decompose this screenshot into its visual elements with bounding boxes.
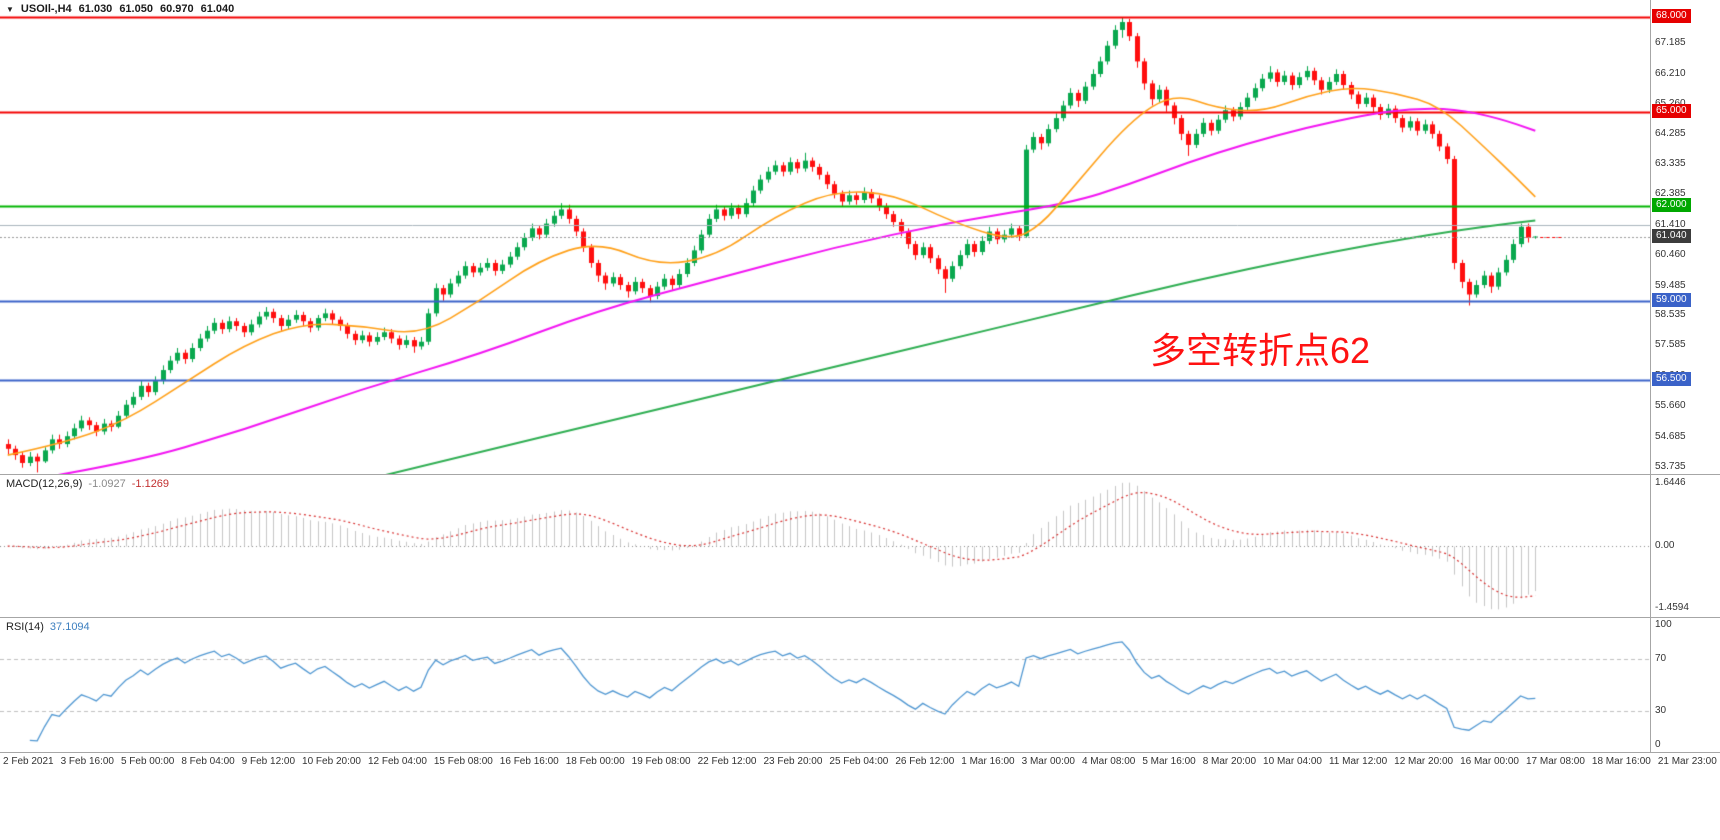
axis-label: 67.185 xyxy=(1655,36,1686,48)
axis-label: 100 xyxy=(1655,619,1672,630)
date-label: 19 Feb 08:00 xyxy=(631,756,691,767)
date-label: 12 Mar 20:00 xyxy=(1394,756,1454,767)
ohlc-open: 61.030 xyxy=(78,3,113,15)
axis-price-badge: 61.040 xyxy=(1652,228,1691,243)
macd-main-value: -1.0927 xyxy=(88,478,126,490)
axis-price-badge: 56.500 xyxy=(1652,371,1691,386)
macd-name: MACD(12,26,9) xyxy=(6,478,83,490)
macd-panel: MACD(12,26,9) -1.0927 -1.1269 1.6446 0.00… xyxy=(0,475,1720,618)
date-label: 3 Feb 16:00 xyxy=(60,756,114,767)
axis-label: 30 xyxy=(1655,704,1667,716)
axis-label: 60.460 xyxy=(1655,248,1686,260)
macd-label: MACD(12,26,9) -1.0927 -1.1269 xyxy=(6,478,169,490)
axis-label: 66.210 xyxy=(1655,67,1686,79)
rsi-name: RSI(14) xyxy=(6,621,44,633)
axis-label: 70 xyxy=(1655,653,1667,665)
date-label: 5 Feb 00:00 xyxy=(120,756,175,767)
date-label: 22 Feb 12:00 xyxy=(697,756,757,767)
macd-canvas[interactable] xyxy=(0,475,1650,617)
ohlc-low: 60.970 xyxy=(159,3,194,15)
chart-title: ▼ USOIl-,H4 61.030 61.050 60.970 61.040 xyxy=(6,3,234,15)
date-label: 25 Feb 04:00 xyxy=(829,756,889,767)
axis-price-badge: 62.000 xyxy=(1652,198,1691,213)
axis-label: 1.6446 xyxy=(1655,477,1686,488)
date-label: 11 Mar 12:00 xyxy=(1328,756,1388,767)
date-label: 26 Feb 12:00 xyxy=(895,756,955,767)
date-label: 9 Feb 12:00 xyxy=(241,756,296,767)
axis-divider xyxy=(1650,0,1651,753)
axis-label: 54.685 xyxy=(1655,430,1686,442)
date-label: 10 Mar 04:00 xyxy=(1263,756,1322,767)
axis-label: 57.585 xyxy=(1655,339,1686,351)
macd-axis[interactable]: 1.6446 0.00 -1.4594 xyxy=(1650,475,1720,617)
axis-label: 0.00 xyxy=(1655,539,1675,551)
rsi-label: RSI(14) 37.1094 xyxy=(6,621,90,633)
macd-signal-value: -1.1269 xyxy=(131,478,170,490)
date-label: 4 Mar 08:00 xyxy=(1081,756,1136,767)
date-label: 5 Mar 16:00 xyxy=(1142,756,1196,767)
chart-title-dropdown-icon[interactable]: ▼ xyxy=(6,4,14,14)
axis-label: 55.660 xyxy=(1655,399,1686,411)
axis-label: 65.260 xyxy=(1655,98,1686,110)
date-label: 17 Mar 08:00 xyxy=(1525,756,1585,767)
date-label: 23 Feb 20:00 xyxy=(763,756,823,767)
date-label: 1 Mar 16:00 xyxy=(961,756,1015,767)
trend-note-text: 多空转折点62 xyxy=(1150,330,1371,371)
date-label: 3 Mar 00:00 xyxy=(1021,756,1075,767)
axis-label: 62.385 xyxy=(1655,188,1686,200)
date-label: 18 Feb 00:00 xyxy=(565,756,625,767)
axis-label: 61.410 xyxy=(1655,218,1686,230)
ohlc-close: 61.040 xyxy=(200,3,235,15)
date-label: 12 Feb 04:00 xyxy=(367,756,427,767)
date-label: 8 Mar 20:00 xyxy=(1202,756,1257,767)
date-label: 16 Mar 00:00 xyxy=(1460,756,1519,767)
rsi-axis[interactable]: 100 70 30 0 xyxy=(1650,618,1720,752)
date-label: 10 Feb 20:00 xyxy=(302,756,361,767)
axis-label: -1.4594 xyxy=(1655,602,1689,613)
date-label: 2 Feb 2021 xyxy=(3,756,54,767)
rsi-canvas[interactable] xyxy=(0,618,1650,752)
time-axis[interactable]: 2 Feb 2021 3 Feb 16:00 5 Feb 00:00 8 Feb 04… xyxy=(0,756,1720,772)
ohlc-high: 61.050 xyxy=(119,3,153,15)
date-label: 21 Mar 23:00 xyxy=(1657,756,1717,767)
symbol-period-label: USOIl-,H4 xyxy=(20,3,72,15)
price-axis[interactable]: 67.185 66.210 65.260 64.285 63.335 62.385 61.4… xyxy=(1650,0,1720,474)
main-chart-canvas[interactable] xyxy=(0,0,1650,474)
axis-label: 64.285 xyxy=(1655,128,1686,140)
axis-label: 59.485 xyxy=(1655,279,1686,291)
rsi-value: 37.1094 xyxy=(49,621,90,633)
axis-price-badge: 68.000 xyxy=(1652,9,1691,24)
axis-label: 58.535 xyxy=(1655,309,1686,321)
rsi-panel: RSI(14) 37.1094 100 70 30 0 xyxy=(0,618,1720,753)
axis-price-badge: 59.000 xyxy=(1652,292,1691,307)
axis-label: 0 xyxy=(1655,739,1661,750)
date-label: 18 Mar 16:00 xyxy=(1591,756,1651,767)
date-label: 15 Feb 08:00 xyxy=(433,756,493,767)
date-label: 16 Feb 16:00 xyxy=(499,756,559,767)
axis-label: 63.335 xyxy=(1655,158,1686,170)
main-chart-panel: ▼ USOIl-,H4 61.030 61.050 60.970 61.040 … xyxy=(0,0,1720,475)
axis-label: 53.735 xyxy=(1655,460,1686,472)
date-label: 8 Feb 04:00 xyxy=(181,756,235,767)
axis-price-badge: 65.000 xyxy=(1652,103,1691,118)
